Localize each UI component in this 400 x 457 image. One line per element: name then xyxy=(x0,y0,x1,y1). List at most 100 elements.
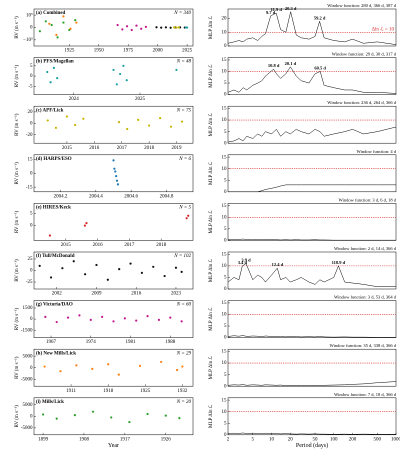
rv-point xyxy=(54,126,58,129)
y-tick-label: 15 xyxy=(222,350,228,355)
panel-title: (d) HARPS/ESO xyxy=(36,157,72,162)
rv-point xyxy=(101,315,104,318)
y-tick-label: 0 xyxy=(30,414,33,419)
x-tick-label: 2018 xyxy=(156,243,167,248)
periodogram xyxy=(227,126,397,143)
x-tick-label: 1988 xyxy=(165,340,176,345)
rv-point xyxy=(95,263,98,267)
x-tick-label: 2002 xyxy=(52,292,63,297)
periodogram xyxy=(227,11,397,45)
rv-point xyxy=(187,214,190,217)
rv-point xyxy=(48,22,51,25)
rv-point xyxy=(44,315,47,318)
x-tick-label: 2017 xyxy=(124,243,135,248)
x-tick-label: 2024 xyxy=(69,97,80,102)
x-tick-label: 500 xyxy=(374,437,382,442)
y-tick-label: 15 xyxy=(222,252,228,257)
rv-point xyxy=(175,26,178,29)
rv-point xyxy=(169,125,173,128)
n-label: N = 102 xyxy=(173,254,191,259)
x-tick-label: 2016 xyxy=(89,146,100,151)
window-function: Window function: 3 d, 53 d, 364 d xyxy=(334,295,397,301)
y-tick-label: -5000 xyxy=(21,377,33,382)
x-tick-label: 1911 xyxy=(66,389,76,394)
rv-point xyxy=(56,77,59,80)
plot-frame xyxy=(227,57,397,95)
y-tick-label: 0 xyxy=(30,74,33,79)
x-tick-label: 1925 xyxy=(140,389,151,394)
rv-point xyxy=(59,370,62,373)
rv-point xyxy=(121,28,124,31)
rv-point xyxy=(107,363,110,366)
rv-point xyxy=(75,364,78,367)
panel-title: (g) Victoria/DAO xyxy=(36,303,73,308)
rv-point xyxy=(65,115,68,118)
rv-point xyxy=(69,27,72,30)
rv-point xyxy=(144,25,147,28)
window-function: Window function: 35 d, 338 d, 366 d xyxy=(330,343,397,349)
y-tick-label: 10 xyxy=(222,70,228,75)
y-tick-label: 10 xyxy=(222,118,228,123)
peak-label: 59.2 d xyxy=(314,15,326,20)
y-tick-label: 5 xyxy=(224,81,227,86)
rv-point xyxy=(115,83,118,86)
n-label: N = 60 xyxy=(176,303,192,308)
y-tick-label: -20 xyxy=(26,133,33,138)
y-tick-label: 0 xyxy=(30,224,33,229)
y-tick-label: 10 xyxy=(222,410,228,415)
y-tick-label: 0 xyxy=(224,141,227,146)
rv-point xyxy=(148,124,151,127)
x-tick-label: 1975 xyxy=(123,49,134,54)
rv-point xyxy=(176,368,179,372)
y-tick-label: -5000 xyxy=(21,426,33,431)
x-tick-label: 2019 xyxy=(172,146,183,151)
rv-point xyxy=(160,360,163,364)
x-tick-label: 1974 xyxy=(86,340,97,345)
x-tick-label: 2004.4 xyxy=(89,194,103,199)
peak-label: 10.8 d xyxy=(268,63,280,68)
y-tick-label: 10 xyxy=(222,264,228,269)
y-tick-label: -5 xyxy=(28,85,33,90)
y-tick-label: 5 xyxy=(224,324,227,329)
y-tick-label: -15 xyxy=(26,185,33,190)
y-tick-label: 15 xyxy=(222,58,228,63)
rv-point xyxy=(112,68,115,72)
rv-point xyxy=(137,118,140,121)
rv-point xyxy=(44,20,47,23)
rv-point xyxy=(178,417,181,420)
peak-label: 60.5 d xyxy=(314,66,326,71)
x-tick-label: 2000 xyxy=(153,49,164,54)
periodogram xyxy=(227,66,397,94)
y-axis-label: RV (m s⁻¹) xyxy=(14,162,20,185)
rv-point xyxy=(82,117,85,120)
rv-point xyxy=(173,26,176,29)
x-axis-label: Year xyxy=(108,443,119,449)
y-axis-label: MLP Δln ℒ xyxy=(208,258,214,282)
y-tick-label: 5 xyxy=(224,276,227,281)
n-label: N = 6 xyxy=(178,157,191,162)
y-tick-label: 5 xyxy=(224,421,227,426)
rv-point xyxy=(138,364,142,367)
peak-label: 3.9 d xyxy=(241,258,251,263)
plot-frame xyxy=(227,300,397,338)
window-function: Window function: 236 d, 264 d, 366 d xyxy=(327,100,396,106)
x-tick-label: 2016 xyxy=(93,243,104,248)
y-tick-label: 0 xyxy=(30,269,33,274)
rv-point xyxy=(180,270,183,273)
peak-label: 11.9 d xyxy=(271,7,283,12)
x-tick-label: 1926 xyxy=(161,437,172,442)
y-tick-label: 10³ xyxy=(26,12,33,18)
y-tick-label: 10 xyxy=(222,167,228,172)
window-function: Window function: 7 d, 18 d, 366 d xyxy=(334,392,397,398)
y-tick-label: 0 xyxy=(30,121,33,126)
y-tick-label: 5 xyxy=(224,227,227,232)
rv-point xyxy=(169,316,172,319)
peak-label: 9.7 d xyxy=(266,10,276,15)
panel-title: (a) Combined xyxy=(36,11,66,16)
y-tick-label: 5 xyxy=(224,130,227,135)
x-tick-label: 1981 xyxy=(126,340,137,345)
rv-point xyxy=(164,414,167,417)
rv-point xyxy=(48,234,52,237)
rv-point xyxy=(78,314,81,317)
rv-point xyxy=(116,183,120,186)
